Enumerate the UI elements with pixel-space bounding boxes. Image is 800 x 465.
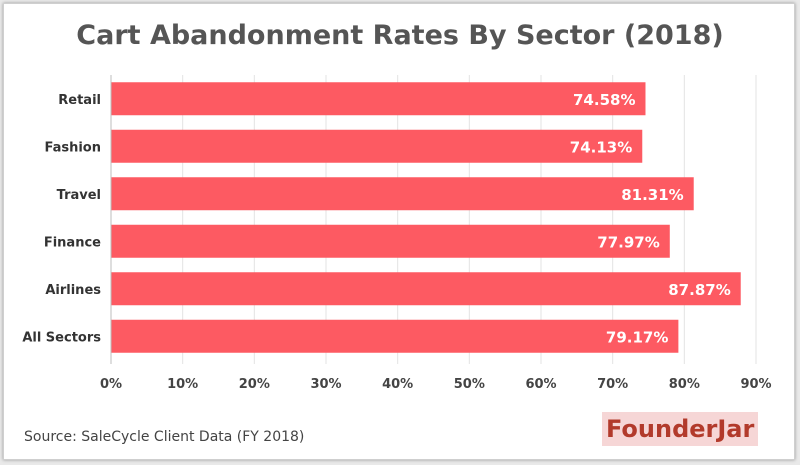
bar [111, 272, 741, 306]
bar [111, 319, 679, 353]
bar [111, 82, 646, 116]
data-label: 87.87% [668, 281, 730, 299]
brand-logo: FounderJar [602, 412, 759, 446]
x-tick-label: 90% [740, 377, 771, 392]
x-tick-label: 10% [167, 377, 198, 392]
category-label: Fashion [44, 140, 101, 155]
data-label: 74.58% [573, 91, 635, 109]
data-label: 79.17% [606, 328, 668, 346]
category-label: Finance [44, 235, 101, 250]
x-tick-label: 30% [310, 377, 341, 392]
category-label: Retail [58, 93, 101, 108]
category-label: Airlines [45, 283, 101, 298]
x-tick-label: 70% [597, 377, 628, 392]
chart-title: Cart Abandonment Rates By Sector (2018) [76, 20, 724, 51]
x-tick-label: 20% [239, 377, 270, 392]
bar [111, 177, 694, 211]
source-note: Source: SaleCycle Client Data (FY 2018) [24, 429, 305, 445]
x-tick-label: 50% [454, 377, 485, 392]
x-tick-label: 80% [669, 377, 700, 392]
data-label: 77.97% [597, 233, 659, 251]
bar [111, 129, 643, 163]
x-tick-label: 60% [525, 377, 556, 392]
data-label: 81.31% [621, 186, 683, 204]
x-tick-label: 40% [382, 377, 413, 392]
x-tick-label: 0% [100, 377, 122, 392]
bar [111, 224, 670, 258]
data-label: 74.13% [570, 138, 632, 156]
category-label: All Sectors [22, 330, 101, 345]
category-label: Travel [57, 188, 101, 203]
